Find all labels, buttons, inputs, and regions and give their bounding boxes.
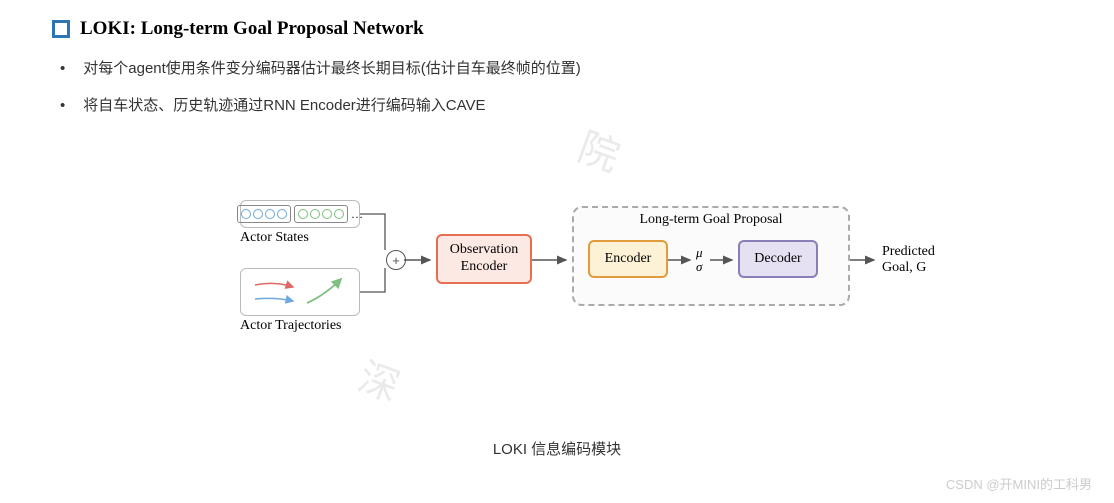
arrow-icon bbox=[532, 252, 572, 268]
predicted-goal-label: Predicted Goal, G bbox=[882, 244, 935, 276]
footer-watermark: CSDN @开MINI的工科男 bbox=[946, 474, 1092, 493]
observation-encoder-box: Observation Encoder bbox=[436, 234, 532, 284]
diagram-caption: LOKI 信息编码模块 bbox=[0, 438, 1114, 459]
bullet-text: 将自车状态、历史轨迹通过RNN Encoder进行编码输入CAVE bbox=[83, 95, 485, 118]
header: LOKI: Long-term Goal Proposal Network bbox=[0, 0, 1114, 40]
actor-states-label: Actor States bbox=[240, 230, 309, 246]
architecture-diagram: … Actor States Actor Trajectories + Obse… bbox=[240, 200, 960, 370]
bullet-icon: • bbox=[60, 58, 65, 79]
trajectories-icon bbox=[245, 271, 355, 313]
encoder-box: Encoder bbox=[588, 240, 668, 278]
list-item: • 对每个agent使用条件变分编码器估计最终长期目标(估计自车最终帧的位置) bbox=[60, 58, 1114, 81]
arrow-icon bbox=[404, 252, 436, 268]
actor-trajectories-label: Actor Trajectories bbox=[240, 318, 341, 334]
watermark: 院 bbox=[571, 115, 628, 183]
list-item: • 将自车状态、历史轨迹通过RNN Encoder进行编码输入CAVE bbox=[60, 95, 1114, 118]
sequence-icon bbox=[237, 205, 291, 223]
bullet-text: 对每个agent使用条件变分编码器估计最终长期目标(估计自车最终帧的位置) bbox=[83, 58, 581, 81]
actor-trajectories-box bbox=[240, 268, 360, 316]
actor-states-box: … bbox=[240, 200, 360, 228]
bullet-icon: • bbox=[60, 95, 65, 116]
arrow-icon bbox=[850, 252, 880, 268]
connector bbox=[360, 200, 400, 320]
arrow-icon bbox=[710, 252, 738, 268]
goal-proposal-title: Long-term Goal Proposal bbox=[574, 212, 848, 228]
arrow-icon bbox=[668, 252, 696, 268]
decoder-box: Decoder bbox=[738, 240, 818, 278]
sequence-icon bbox=[294, 205, 348, 223]
mu-sigma-label: μ σ bbox=[696, 246, 703, 275]
page-title: LOKI: Long-term Goal Proposal Network bbox=[80, 18, 424, 40]
bullet-list: • 对每个agent使用条件变分编码器估计最终长期目标(估计自车最终帧的位置) … bbox=[0, 40, 1114, 117]
square-outline-icon bbox=[52, 20, 70, 38]
